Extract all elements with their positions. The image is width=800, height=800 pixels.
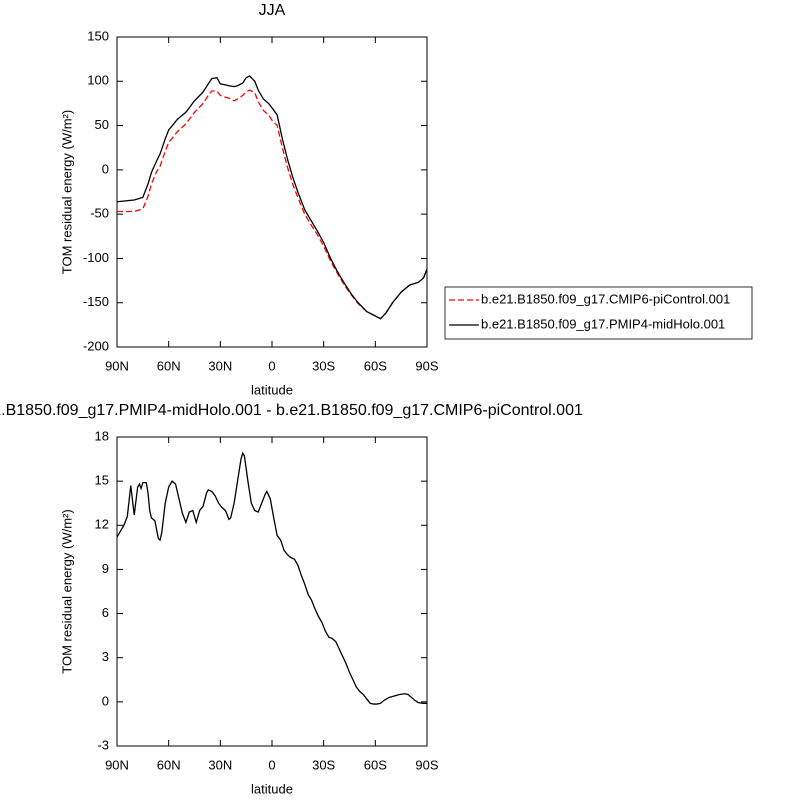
y-tick-label: 12: [95, 517, 109, 532]
y-axis-title: TOM residual energy (W/m²): [59, 509, 74, 673]
x-axis-title: latitude: [251, 382, 293, 397]
legend-label: b.e21.B1850.f09_g17.CMIP6-piControl.001: [481, 291, 730, 306]
y-tick-label: -150: [83, 294, 109, 309]
y-tick-label: 9: [102, 561, 109, 576]
chart-title: b.e21.B1850.f09_g17.PMIP4-midHolo.001 - …: [0, 402, 583, 419]
x-tick-label: 90S: [415, 757, 438, 772]
data-line: [116, 451, 427, 705]
x-tick-label: 90N: [105, 757, 129, 772]
y-tick-label: 15: [95, 473, 109, 488]
x-tick-label: 30S: [312, 358, 335, 373]
y-tick-label: 3: [102, 649, 109, 664]
x-tick-label: 60N: [157, 757, 181, 772]
y-tick-label: -100: [83, 250, 109, 265]
x-tick-label: 60N: [157, 358, 181, 373]
chart-title: JJA: [259, 2, 286, 19]
legend-label: b.e21.B1850.f09_g17.PMIP4-midHolo.001: [481, 316, 725, 331]
y-axis-title: TOM residual energy (W/m²): [59, 110, 74, 274]
data-line: [117, 89, 428, 320]
y-tick-label: -50: [90, 206, 109, 221]
plot-frame: [116, 436, 428, 747]
y-tick-label: 150: [87, 28, 109, 43]
x-tick-label: 30N: [208, 757, 232, 772]
x-tick-label: 30S: [312, 757, 335, 772]
data-line: [116, 75, 428, 320]
y-tick-label: 6: [102, 605, 109, 620]
x-tick-label: 60S: [364, 757, 387, 772]
y-tick-label: 50: [95, 117, 109, 132]
plot-frame: [116, 36, 428, 348]
y-tick-label: -3: [97, 737, 109, 752]
legend-box: [444, 286, 753, 340]
y-tick-label: 18: [95, 428, 109, 443]
x-tick-label: 0: [268, 757, 275, 772]
x-tick-label: 90S: [415, 358, 438, 373]
x-tick-label: 30N: [208, 358, 232, 373]
x-tick-label: 0: [268, 358, 275, 373]
x-axis-title: latitude: [251, 781, 293, 796]
y-tick-label: 0: [102, 161, 109, 176]
y-tick-label: 100: [87, 73, 109, 88]
y-tick-label: 0: [102, 693, 109, 708]
y-tick-label: -200: [83, 338, 109, 353]
x-tick-label: 60S: [364, 358, 387, 373]
x-tick-label: 90N: [105, 358, 129, 373]
